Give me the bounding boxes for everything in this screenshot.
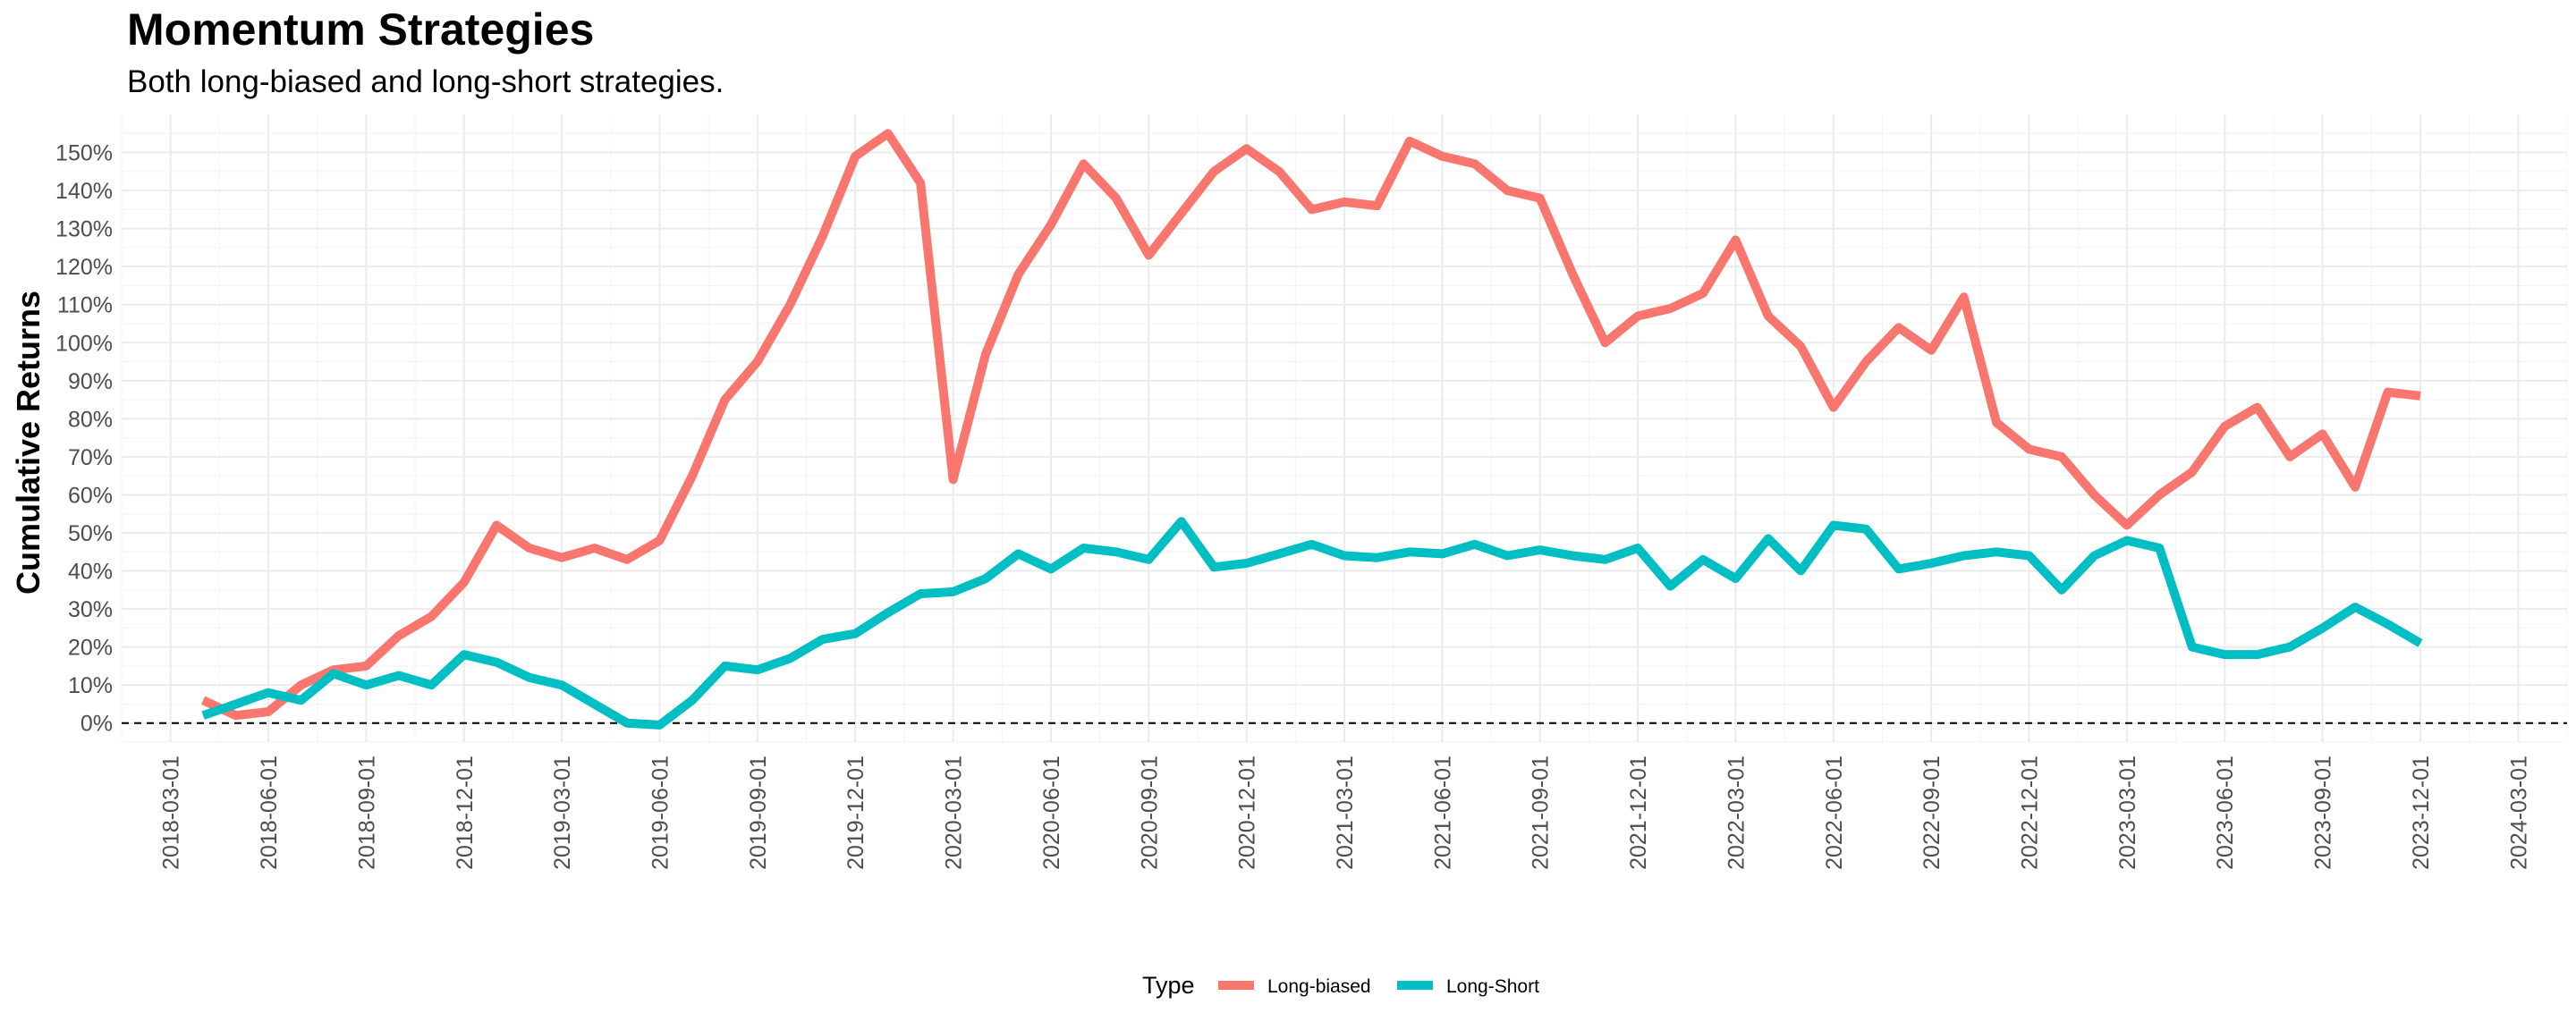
x-tick-label: 2022-12-01 — [2018, 756, 2043, 870]
y-axis-label: Cumulative Returns — [10, 291, 47, 595]
x-tick-label: 2022-06-01 — [1822, 756, 1847, 870]
y-tick-label: 110% — [57, 293, 113, 318]
series-line-long-biased — [200, 129, 2421, 721]
series-line-long-short — [201, 517, 2423, 730]
x-tick-label: 2024-03-01 — [2506, 756, 2531, 870]
x-tick-label: 2022-03-01 — [1724, 756, 1749, 870]
legend-label-long-biased: Long-biased — [1267, 976, 1371, 997]
y-axis-tick-labels: 0% 10% 20% 30% 40% 50% 60% 70% 80% 90% 100% 110% 120… — [55, 141, 113, 737]
x-tick-label: 2018-03-01 — [159, 756, 184, 870]
x-tick-label: 2021-03-01 — [1333, 756, 1358, 870]
y-tick-label: 140% — [55, 179, 113, 204]
x-tick-label: 2020-06-01 — [1039, 756, 1064, 870]
x-axis-tick-labels: 2018-03-01 2018-06-01 2018-09-01 2018-12-01… — [159, 756, 2532, 870]
y-tick-label: 0% — [80, 712, 113, 737]
y-tick-label: 150% — [55, 141, 113, 166]
x-tick-label: 2021-06-01 — [1430, 756, 1455, 870]
x-tick-label: 2018-09-01 — [354, 756, 379, 870]
x-tick-label: 2019-09-01 — [746, 756, 771, 870]
x-tick-label: 2019-12-01 — [843, 756, 869, 870]
grid-major — [122, 114, 2567, 742]
y-tick-label: 120% — [55, 255, 113, 280]
x-tick-label: 2023-03-01 — [2115, 756, 2140, 870]
series-layer — [200, 129, 2423, 730]
chart-subtitle: Both long-biased and long-short strategi… — [127, 64, 724, 99]
y-tick-label: 20% — [68, 636, 113, 661]
x-tick-label: 2020-12-01 — [1235, 756, 1260, 870]
x-tick-label: 2020-03-01 — [942, 756, 967, 870]
x-tick-label: 2023-06-01 — [2213, 756, 2238, 870]
y-tick-label: 130% — [55, 217, 113, 242]
chart-title: Momentum Strategies — [127, 4, 595, 55]
x-tick-label: 2022-09-01 — [1919, 756, 1945, 870]
x-tick-label: 2018-06-01 — [257, 756, 282, 870]
x-tick-label: 2018-12-01 — [453, 756, 478, 870]
x-tick-label: 2020-09-01 — [1137, 756, 1162, 870]
x-tick-label: 2019-03-01 — [550, 756, 575, 870]
y-tick-label: 40% — [68, 560, 113, 585]
x-tick-label: 2021-09-01 — [1529, 756, 1554, 870]
x-tick-label: 2023-12-01 — [2409, 756, 2434, 870]
legend: Type Long-biased Long-Short — [1142, 972, 1539, 999]
y-tick-label: 100% — [55, 331, 113, 356]
y-tick-label: 30% — [68, 597, 113, 622]
y-tick-label: 60% — [68, 483, 113, 508]
y-tick-label: 80% — [68, 407, 113, 432]
y-tick-label: 90% — [68, 369, 113, 394]
x-tick-label: 2021-12-01 — [1626, 756, 1651, 870]
legend-label-long-short: Long-Short — [1446, 976, 1539, 997]
x-tick-label: 2019-06-01 — [648, 756, 673, 870]
y-tick-label: 70% — [68, 445, 113, 470]
y-tick-label: 50% — [68, 521, 113, 546]
legend-title: Type — [1142, 972, 1195, 999]
y-tick-label: 10% — [68, 673, 113, 698]
x-tick-label: 2023-09-01 — [2311, 756, 2336, 870]
